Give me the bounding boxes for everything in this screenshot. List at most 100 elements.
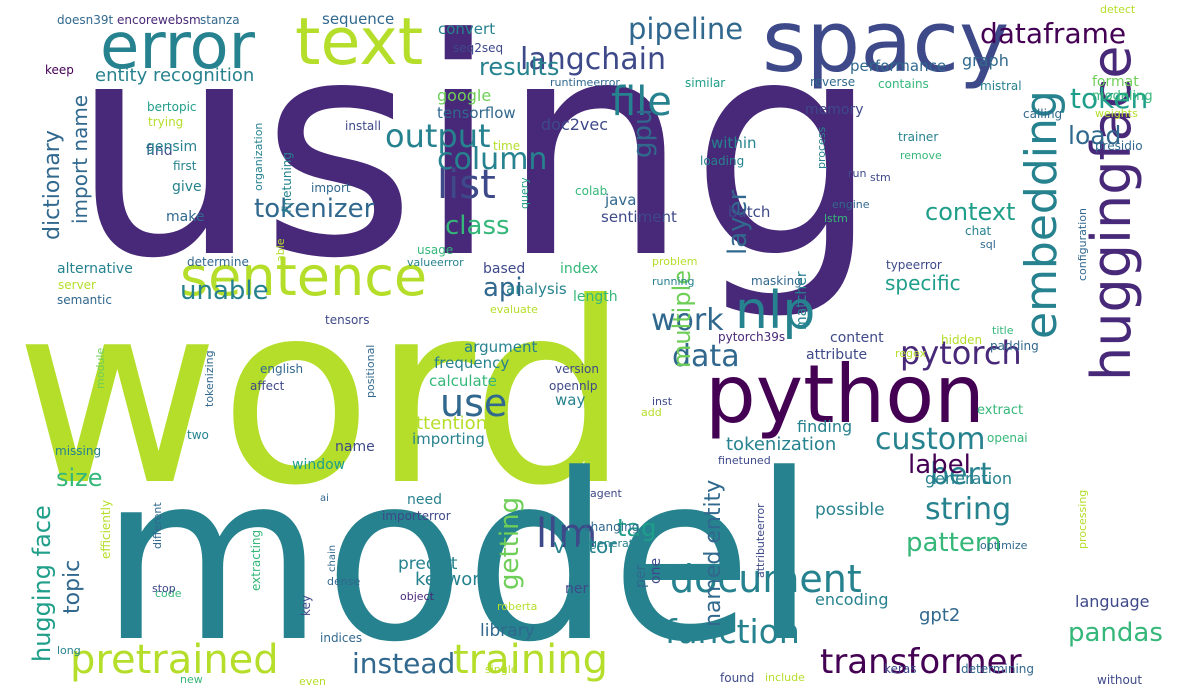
cloud-word: way bbox=[555, 391, 586, 409]
cloud-word: valueerror bbox=[407, 256, 464, 269]
cloud-word: within bbox=[711, 134, 757, 152]
cloud-word: trying bbox=[148, 115, 184, 129]
cloud-word: pattern bbox=[906, 528, 1002, 558]
cloud-word: missing bbox=[55, 444, 102, 458]
cloud-word: tensorflow bbox=[437, 104, 516, 122]
cloud-word: token bbox=[1070, 82, 1149, 115]
cloud-word: different bbox=[151, 502, 164, 549]
cloud-word: problem bbox=[652, 255, 698, 268]
cloud-word: using bbox=[70, 0, 881, 324]
cloud-word: training bbox=[453, 637, 608, 683]
cloud-word: version bbox=[555, 362, 599, 376]
cloud-word: modeling bbox=[1092, 89, 1153, 104]
cloud-word: loading bbox=[700, 154, 745, 168]
cloud-word: vector bbox=[553, 534, 617, 558]
cloud-word: query bbox=[518, 177, 531, 209]
cloud-word: give bbox=[172, 179, 202, 195]
cloud-word: code bbox=[155, 587, 182, 600]
cloud-word: dictionary bbox=[40, 130, 65, 240]
cloud-word: pretrained bbox=[70, 637, 279, 683]
cloud-word: processing bbox=[1076, 490, 1089, 550]
cloud-word: attention bbox=[405, 413, 488, 434]
cloud-word: dense bbox=[327, 575, 361, 588]
cloud-word: title bbox=[992, 324, 1014, 337]
cloud-word: engine bbox=[832, 198, 870, 211]
cloud-word: analysis bbox=[506, 280, 567, 298]
cloud-word: determine bbox=[187, 255, 249, 269]
cloud-word: roberta bbox=[497, 600, 538, 613]
cloud-word: run bbox=[848, 167, 867, 180]
cloud-word: bert bbox=[930, 457, 992, 492]
cloud-word: contains bbox=[878, 77, 929, 91]
cloud-word: dataframe bbox=[980, 17, 1127, 50]
cloud-word: generation bbox=[925, 469, 1013, 488]
cloud-word: memory bbox=[805, 102, 864, 118]
cloud-word: agent bbox=[590, 487, 622, 500]
cloud-word: runtimeerror bbox=[550, 76, 620, 89]
cloud-word: optimize bbox=[980, 539, 1028, 552]
cloud-word: predict bbox=[398, 554, 458, 574]
cloud-word: alternative bbox=[57, 261, 133, 277]
cloud-word: without bbox=[1097, 673, 1143, 687]
cloud-word: stanza bbox=[200, 13, 240, 27]
cloud-word: organization bbox=[252, 123, 265, 192]
cloud-word: semantic bbox=[57, 293, 112, 307]
cloud-word: extracting bbox=[249, 530, 263, 592]
cloud-word: graph bbox=[962, 51, 1009, 70]
cloud-word: stop bbox=[152, 582, 176, 595]
cloud-word: determining bbox=[961, 662, 1034, 676]
cloud-word: unable bbox=[180, 276, 269, 306]
cloud-word: running bbox=[652, 275, 695, 288]
cloud-word: lstm bbox=[824, 212, 848, 225]
cloud-word: possible bbox=[815, 500, 885, 520]
cloud-word: ai bbox=[320, 493, 329, 504]
cloud-word: presidio bbox=[1095, 139, 1143, 153]
cloud-word: even bbox=[299, 675, 327, 688]
cloud-word: object bbox=[400, 590, 434, 603]
cloud-word: tokenization bbox=[726, 434, 837, 455]
cloud-word: sql bbox=[980, 238, 996, 251]
cloud-word: label bbox=[908, 450, 971, 480]
cloud-word: first bbox=[173, 159, 197, 173]
cloud-word: language bbox=[1075, 592, 1150, 611]
cloud-word: index bbox=[560, 261, 599, 277]
cloud-word: similar bbox=[685, 76, 726, 90]
cloud-word: entity recognition bbox=[95, 65, 255, 86]
cloud-word: calling bbox=[1023, 107, 1063, 121]
cloud-word: server bbox=[58, 278, 96, 292]
cloud-word: finetuned bbox=[718, 454, 771, 467]
cloud-word: sentiment bbox=[601, 208, 677, 226]
cloud-word: importing bbox=[412, 430, 485, 448]
cloud-word: spacy bbox=[762, 0, 1010, 92]
cloud-word: affect bbox=[250, 379, 285, 393]
cloud-word: opennlp bbox=[549, 379, 598, 393]
cloud-word: import bbox=[311, 181, 351, 195]
cloud-word: gpu bbox=[628, 108, 658, 158]
cloud-word: two bbox=[187, 428, 209, 442]
cloud-word: encoding bbox=[815, 590, 889, 609]
cloud-word: seq2seq bbox=[453, 41, 504, 55]
cloud-word: context bbox=[925, 198, 1016, 226]
cloud-word: column bbox=[437, 142, 548, 177]
cloud-word: size bbox=[56, 464, 103, 492]
cloud-word: english bbox=[260, 362, 304, 376]
cloud-word: attribute bbox=[806, 347, 868, 363]
cloud-word: add bbox=[641, 406, 662, 419]
cloud-word: attributeerror bbox=[754, 503, 767, 578]
cloud-word: file bbox=[611, 79, 672, 125]
cloud-word: bertopic bbox=[147, 100, 197, 114]
cloud-word: specific bbox=[885, 271, 961, 295]
cloud-word: pandas bbox=[1068, 618, 1163, 648]
cloud-word: error bbox=[100, 10, 255, 84]
cloud-word: doesn39t bbox=[57, 13, 114, 27]
cloud-word: model bbox=[100, 426, 817, 693]
cloud-word: colab bbox=[575, 184, 608, 198]
cloud-word: use bbox=[440, 381, 508, 425]
cloud-word: results bbox=[479, 53, 560, 81]
cloud-word: llm bbox=[536, 511, 598, 557]
cloud-word: named entity bbox=[701, 480, 726, 628]
cloud-word: efficiently bbox=[99, 500, 113, 560]
cloud-word: tensors bbox=[325, 313, 370, 327]
cloud-word: module bbox=[94, 348, 107, 390]
